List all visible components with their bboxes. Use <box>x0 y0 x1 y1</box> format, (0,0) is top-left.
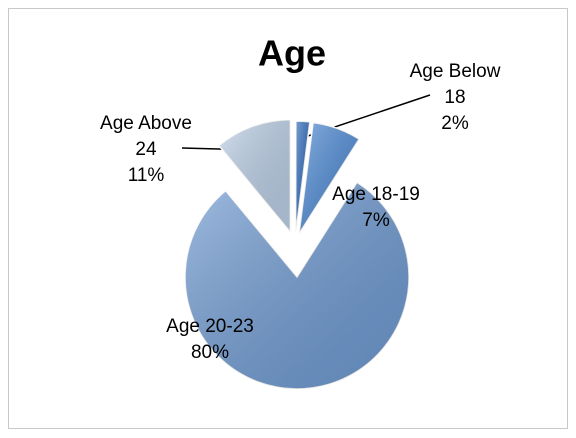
chart-title: Age <box>258 33 326 74</box>
chart-border <box>8 8 568 429</box>
value-label: 2% <box>441 113 469 134</box>
category-label: Age Below 18 <box>409 61 501 108</box>
value-label: 7% <box>362 210 390 231</box>
data-label: Age Below 18 2% <box>407 59 503 137</box>
category-label: Age Above 24 <box>100 113 192 160</box>
category-label: Age 18-19 <box>332 184 420 205</box>
category-label: Age 20-23 <box>166 316 254 337</box>
data-label: Age 18-19 7% <box>328 182 424 234</box>
data-label: Age 20-23 80% <box>162 314 258 366</box>
value-label: 11% <box>127 165 165 186</box>
value-label: 80% <box>190 342 230 363</box>
data-label: Age Above 24 11% <box>98 111 194 189</box>
